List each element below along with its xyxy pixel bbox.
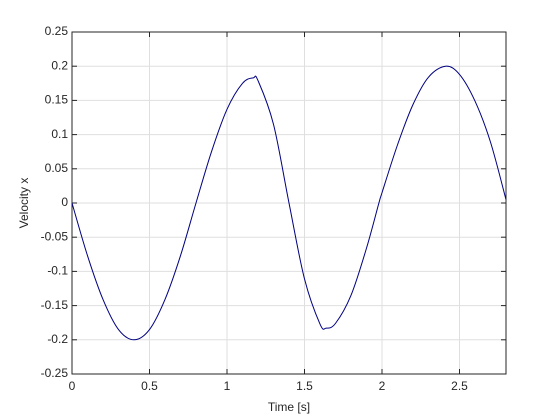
x-tick-label: 1: [224, 379, 231, 393]
y-tick-label: 0.2: [51, 58, 68, 72]
y-tick-label: 0.1: [51, 127, 68, 141]
y-tick-label: -0.05: [41, 229, 69, 243]
y-tick-label: 0.15: [45, 93, 69, 107]
y-tick-label: 0: [61, 195, 68, 209]
y-tick-label: 0.25: [45, 24, 69, 38]
y-tick-label: -0.15: [41, 298, 69, 312]
x-tick-label: 0: [69, 379, 76, 393]
x-tick-label: 2: [379, 379, 386, 393]
y-tick-label: 0.05: [45, 161, 69, 175]
y-tick-label: -0.2: [47, 332, 68, 346]
x-tick-label: 0.5: [141, 379, 158, 393]
y-axis-label: Velocity x: [17, 178, 31, 229]
y-tick-label: -0.25: [41, 366, 69, 380]
x-tick-label: 1.5: [296, 379, 313, 393]
x-axis-label: Time [s]: [268, 400, 310, 414]
x-tick-label: 2.5: [451, 379, 468, 393]
data-line: [71, 65, 507, 341]
y-tick-label: -0.1: [47, 264, 68, 278]
